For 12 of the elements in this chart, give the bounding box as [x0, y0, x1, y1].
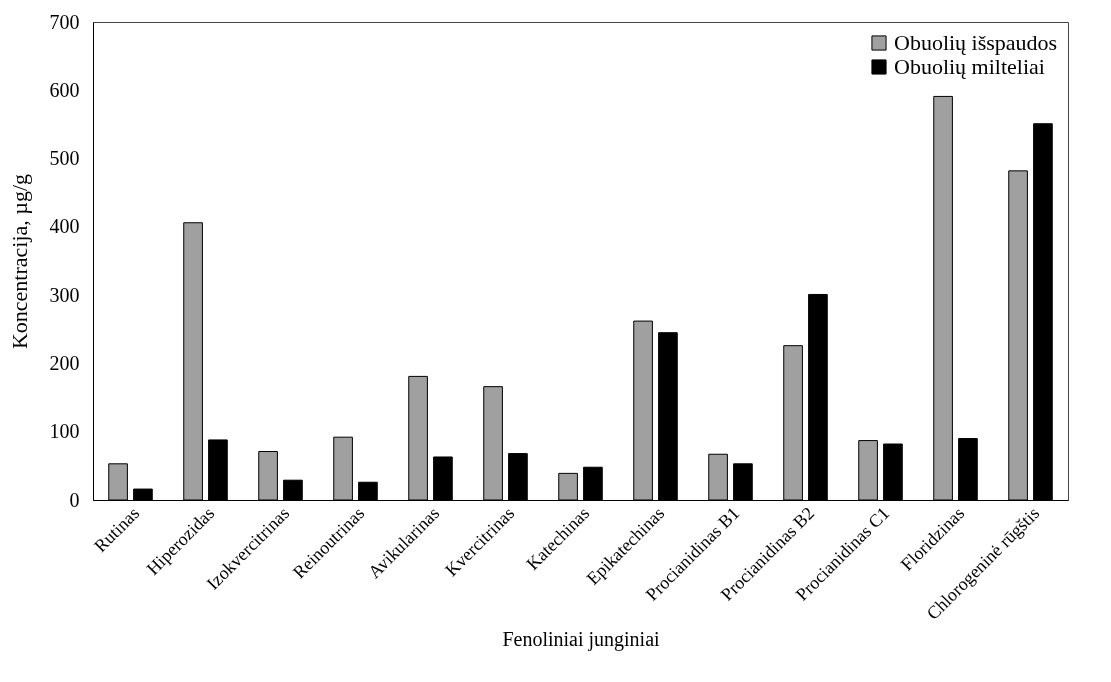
y-tick-label: 500: [49, 147, 80, 170]
y-tick-label: 0: [69, 488, 80, 511]
y-tick-label: 200: [49, 351, 80, 374]
x-axis-title: Fenoliniai junginiai: [502, 627, 661, 651]
y-tick-label: 400: [49, 215, 80, 238]
y-tick-label: 600: [49, 78, 80, 101]
y-tick-label: 100: [49, 420, 80, 443]
y-axis-title: Koncentracija, µg/g: [6, 173, 32, 350]
legend-label: Obuolių milteliai: [894, 54, 1045, 79]
y-tick-label: 700: [49, 10, 80, 33]
y-tick-label: 300: [49, 283, 80, 306]
legend-label: Obuolių išspaudos: [894, 30, 1058, 55]
